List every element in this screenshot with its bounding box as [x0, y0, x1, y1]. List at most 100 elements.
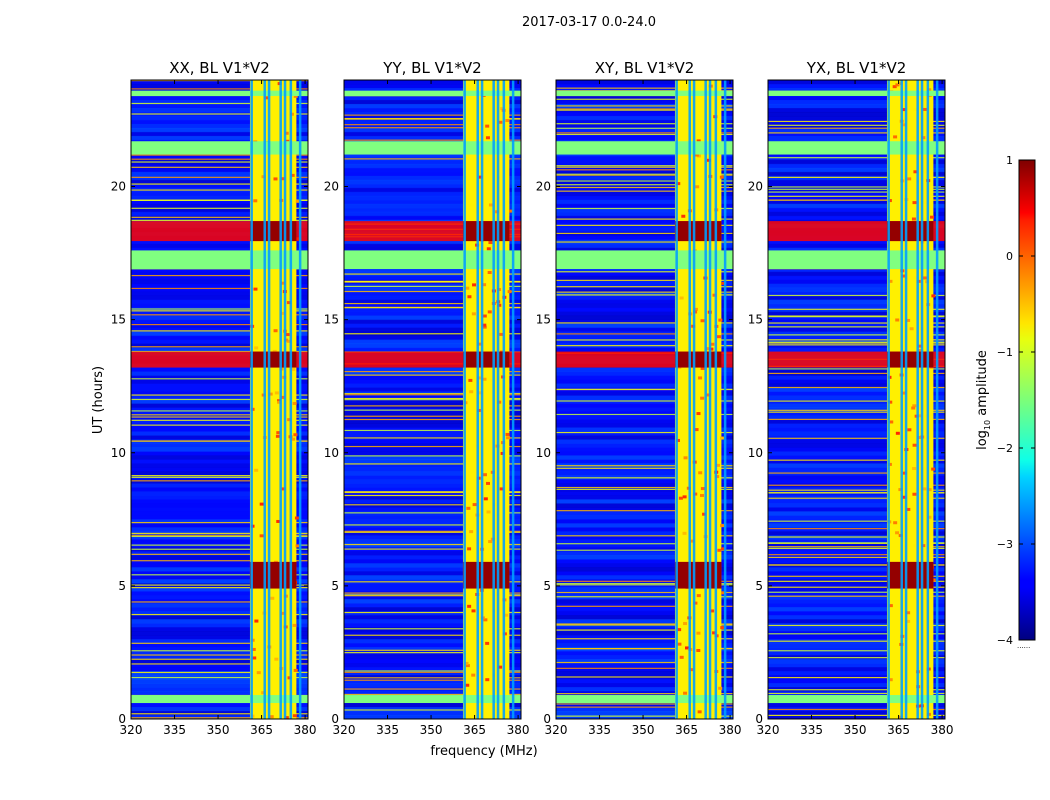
- noise-row: [768, 243, 945, 249]
- noise-row: [131, 575, 308, 580]
- rfi-patch: [907, 177, 912, 181]
- interference-line: [768, 176, 945, 178]
- rfi-patch: [917, 349, 922, 353]
- rfi-patch: [471, 312, 476, 316]
- noise-row: [768, 399, 945, 404]
- noise-row: [344, 619, 521, 624]
- rfi-patch: [888, 400, 893, 404]
- noise-row: [556, 335, 733, 341]
- noise-row: [131, 595, 308, 600]
- noise-row: [768, 199, 945, 205]
- strong-row-peak: [462, 351, 510, 368]
- noise-row: [768, 683, 945, 688]
- rfi-patch: [709, 347, 714, 351]
- rfi-column: [675, 80, 678, 719]
- rfi-patch: [478, 175, 483, 179]
- noise-row: [131, 667, 308, 672]
- noise-row: [344, 459, 521, 464]
- noise-row: [131, 411, 308, 416]
- interference-line: [131, 650, 308, 652]
- noise-row: [556, 671, 733, 676]
- noise-row: [344, 603, 521, 608]
- interference-line: [344, 393, 521, 395]
- interference-line: [556, 224, 733, 226]
- strong-row-peak: [886, 561, 934, 589]
- rfi-patch: [690, 539, 695, 543]
- noise-row: [131, 391, 308, 397]
- noise-row: [768, 283, 945, 289]
- noise-row: [768, 331, 945, 337]
- noise-row: [344, 207, 521, 213]
- noise-row: [131, 503, 308, 508]
- panel-xy: XY, BL V1*V2 320 335 350 365 380 0 5 10 15 20: [536, 59, 742, 737]
- rfi-patch: [712, 293, 717, 297]
- noise-row: [131, 515, 308, 520]
- interference-line: [131, 80, 308, 82]
- noise-row: [131, 315, 308, 321]
- rfi-patch: [287, 418, 292, 422]
- rfi-patch: [269, 715, 274, 719]
- noise-row: [556, 283, 733, 289]
- rfi-patch: [500, 107, 505, 111]
- interference-line: [131, 176, 308, 178]
- rfi-patch: [683, 691, 688, 695]
- noise-row: [556, 119, 733, 125]
- noise-row: [344, 323, 521, 329]
- noise-row: [768, 107, 945, 113]
- rfi-column: [267, 80, 271, 719]
- noise-row: [344, 375, 521, 381]
- noise-row: [556, 443, 733, 448]
- noise-row: [131, 379, 308, 385]
- rfi-patch: [281, 611, 286, 615]
- noise-row: [344, 311, 521, 317]
- rfi-patch: [717, 548, 722, 552]
- interference-line: [768, 308, 945, 310]
- noise-row: [131, 275, 308, 281]
- noise-row: [344, 519, 521, 524]
- interference-line: [131, 378, 308, 380]
- interference-line: [556, 123, 733, 125]
- interference-line: [131, 587, 308, 589]
- noise-row: [131, 135, 308, 141]
- noise-row: [344, 671, 521, 676]
- interference-line: [131, 88, 308, 90]
- noise-row: [131, 99, 308, 105]
- noise-row: [344, 471, 521, 476]
- rfi-patch: [469, 530, 474, 534]
- noise-row: [556, 307, 733, 313]
- interference-line: [131, 676, 308, 679]
- noise-row: [768, 447, 945, 452]
- interference-line: [556, 174, 733, 176]
- y-tick-label: 10: [324, 446, 339, 460]
- noise-row: [131, 399, 308, 404]
- noise-row: [556, 711, 733, 716]
- interference-line: [768, 294, 945, 297]
- y-tick-label: 5: [118, 579, 126, 593]
- noise-row: [768, 479, 945, 484]
- noise-row: [556, 175, 733, 181]
- x-tick-label: 320: [120, 723, 143, 737]
- noise-row: [768, 395, 945, 400]
- rfi-column: [250, 80, 253, 719]
- interference-line: [768, 554, 945, 556]
- rfi-patch: [272, 349, 277, 353]
- interference-line: [768, 520, 945, 522]
- interference-line: [131, 310, 308, 312]
- y-axis-label: UT (hours): [91, 366, 106, 434]
- noise-row: [131, 303, 308, 309]
- rfi-patch: [485, 481, 490, 485]
- rfi-patch: [498, 665, 503, 669]
- rfi-patch: [699, 493, 704, 497]
- noise-row: [344, 479, 521, 484]
- noise-row: [556, 467, 733, 472]
- noise-row: [131, 715, 308, 719]
- interference-line: [344, 437, 521, 439]
- rfi-patch: [482, 314, 487, 318]
- noise-row: [768, 207, 945, 213]
- interference-line: [344, 374, 521, 376]
- interference-line: [556, 549, 733, 551]
- rfi-patch: [295, 199, 300, 203]
- noise-row: [344, 339, 521, 345]
